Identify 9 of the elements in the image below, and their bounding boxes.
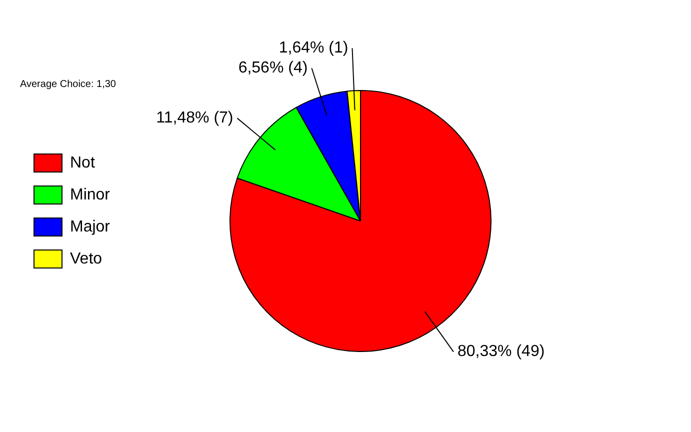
data-label: 11,48% (7) [156, 110, 234, 127]
legend-label: Minor [70, 186, 111, 204]
legend-label: Major [70, 218, 111, 236]
legend-label: Not [70, 154, 96, 172]
text: Average Choice: 1,30 [20, 78, 116, 90]
data-label: 6,56% (4) [238, 60, 308, 77]
data-label: 1,64% (1) [278, 40, 348, 57]
legend-label: Veto [70, 250, 102, 268]
data-label: 80,33% (49) [458, 343, 545, 360]
